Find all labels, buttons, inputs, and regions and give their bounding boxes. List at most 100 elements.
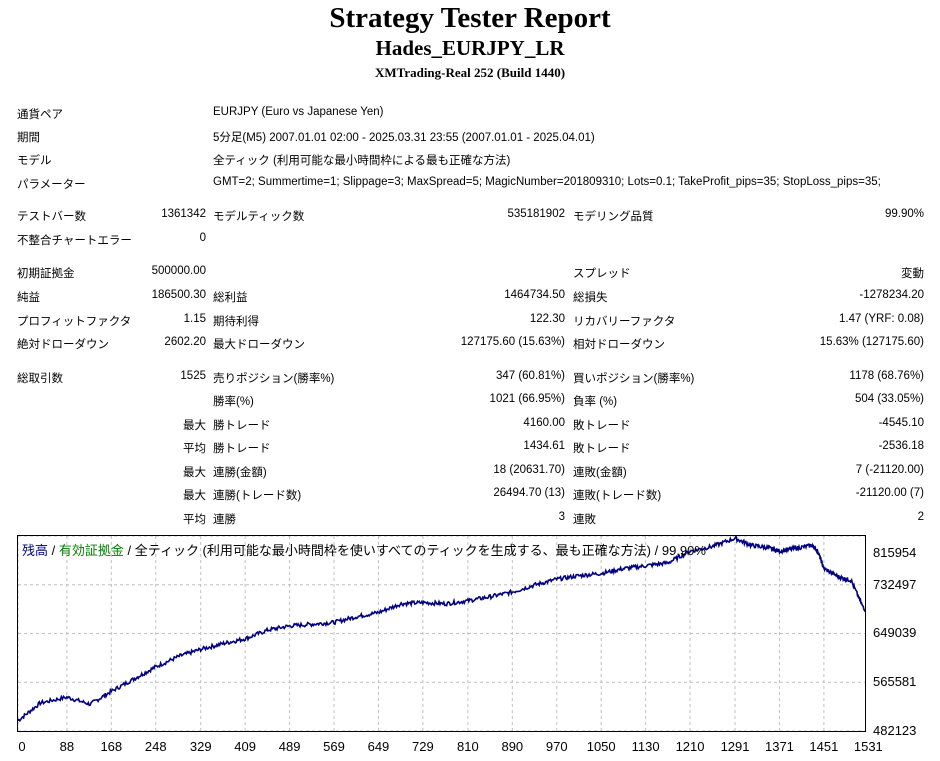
stats-row-mismatch: 不整合チャートエラー 0: [0, 229, 940, 249]
max-label: 最大: [183, 490, 206, 502]
avg-label: 平均: [183, 514, 206, 526]
stats-row-net: 純益 186500.30 総利益 1464734.50 総損失 -1278234…: [0, 286, 940, 306]
x-tick-label: 168: [100, 739, 123, 754]
stats-row-bars: テストバー数 1361342 モデルティック数 535181902 モデリング品…: [0, 205, 940, 225]
short-value: 347 (60.81%): [495, 370, 565, 382]
net-label: 純益: [17, 292, 40, 304]
params-label: パラメーター: [17, 179, 86, 191]
stats-row-deposit: 初期証拠金 500000.00 スプレッド 変動: [0, 262, 940, 282]
y-tick-label: 482123: [873, 723, 917, 738]
period-value: 5分足(M5) 2007.01.01 02:00 - 2025.03.31 23…: [213, 132, 595, 144]
trades-value: 1525: [180, 370, 206, 382]
gross-profit-value: 1464734.50: [504, 289, 565, 301]
pair-value: EURJPY (Euro vs Japanese Yen): [213, 106, 384, 118]
stats-row-cons-amt: 最大 連勝(金額) 18 (20631.70) 連敗(金額) 7 (-21120…: [0, 461, 940, 481]
info-row-pair: 通貨ペア EURJPY (Euro vs Japanese Yen): [0, 103, 940, 123]
payoff-label: 期待利得: [213, 316, 259, 328]
rel-dd-label: 相対ドローダウン: [573, 339, 665, 351]
rf-label: リカバリーファクタ: [573, 316, 676, 328]
cons-loss-cnt-label: 連敗(トレード数): [573, 490, 662, 502]
max-label: 最大: [183, 467, 206, 479]
max-dd-value: 127175.60 (15.63%): [460, 336, 565, 348]
legend-equity: 有効証拠金: [58, 543, 124, 558]
stats-row-cons-cnt: 最大 連勝(トレード数) 26494.70 (13) 連敗(トレード数) -21…: [0, 484, 940, 504]
y-tick-label: 565581: [873, 674, 917, 690]
x-tick-label: 890: [501, 739, 524, 754]
report-title: Strategy Tester Report: [329, 2, 611, 34]
trades-label: 総取引数: [17, 373, 63, 385]
rf-value: 1.47 (YRF: 0.08): [838, 313, 924, 325]
balance-chart: [17, 535, 869, 732]
loss-pct-value: 504 (33.05%): [854, 393, 924, 405]
x-tick-label: 569: [323, 739, 345, 754]
ticks-label: モデルティック数: [213, 211, 305, 223]
cons-win-amt-label: 連勝(金額): [213, 467, 267, 479]
stats-row-avg-trade: 平均 勝トレード 1434.61 敗トレード -2536.18: [0, 437, 940, 457]
period-label: 期間: [17, 132, 40, 144]
x-tick-label: 329: [189, 739, 212, 754]
cons-win-cnt-label: 連勝(トレード数): [213, 490, 302, 502]
bars-label: テストバー数: [17, 211, 86, 223]
pf-label: プロフィットファクタ: [17, 316, 132, 328]
quality-label: モデリング品質: [573, 211, 654, 223]
avg-label: 平均: [183, 443, 206, 455]
chart-plot: [17, 535, 869, 732]
abs-dd-label: 絶対ドローダウン: [17, 339, 109, 351]
legend-balance: 残高: [22, 543, 49, 558]
legend-model: 全ティック (利用可能な最小時間枠を使いすべてのティックを生成する、最も正確な方…: [134, 543, 706, 558]
spread-label: スプレッド: [573, 268, 631, 280]
short-label: 売りポジション(勝率%): [213, 373, 335, 385]
gross-loss-value: -1278234.20: [859, 289, 924, 301]
y-tick-label: 732497: [873, 576, 917, 592]
x-tick-label: 1050: [586, 739, 616, 754]
avg-loss-value: -2536.18: [878, 440, 924, 452]
x-tick-label: 810: [457, 739, 479, 754]
rel-dd-value: 15.63% (127175.60): [819, 336, 924, 348]
max-loss-value: -4545.10: [878, 417, 924, 429]
x-tick-label: 1451: [809, 739, 839, 754]
x-tick-label: 649: [367, 739, 390, 754]
y-tick-label: 815954: [873, 545, 917, 560]
x-tick-label: 1531: [853, 739, 883, 754]
cons-loss-amt-label: 連敗(金額): [573, 467, 627, 479]
x-tick-label: 970: [545, 739, 568, 754]
spread-value: 変動: [901, 268, 924, 280]
win-pct-value: 1021 (66.95%): [489, 393, 565, 405]
x-tick-label: 1291: [720, 739, 750, 754]
max-label: 最大: [183, 420, 206, 432]
avg-cons-loss-value: 2: [917, 511, 924, 523]
x-tick-label: 1371: [764, 739, 794, 754]
x-tick-label: 1210: [675, 739, 705, 754]
cons-win-amt-value: 18 (20631.70): [493, 464, 565, 476]
payoff-value: 122.30: [529, 313, 565, 325]
stats-row-pf: プロフィットファクタ 1.15 期待利得 122.30 リカバリーファクタ 1.…: [0, 310, 940, 330]
mismatch-label: 不整合チャートエラー: [17, 235, 132, 247]
server-info: XMTrading-Real 252 (Build 1440): [374, 65, 566, 80]
abs-dd-value: 2602.20: [164, 336, 206, 348]
x-tick-label: 248: [144, 739, 167, 754]
avg-cons-win-label: 連勝: [213, 514, 236, 526]
ea-name: Hades_EURJPY_LR: [375, 36, 565, 60]
info-row-model: モデル 全ティック (利用可能な最小時間枠による最も正確な方法): [0, 149, 940, 169]
pf-value: 1.15: [183, 313, 206, 325]
stats-row-winrate: 勝率(%) 1021 (66.95%) 負率 (%) 504 (33.05%): [0, 390, 940, 410]
deposit-label: 初期証拠金: [17, 268, 75, 280]
loss-trade-label: 敗トレード: [573, 443, 631, 455]
long-value: 1178 (68.76%): [849, 370, 924, 382]
y-tick-label: 649039: [873, 625, 917, 641]
bars-value: 1361342: [161, 208, 206, 220]
stats-row-trades: 総取引数 1525 売りポジション(勝率%) 347 (60.81%) 買いポジ…: [0, 367, 940, 387]
win-trade-label: 勝トレード: [213, 443, 271, 455]
gross-loss-label: 総損失: [573, 292, 608, 304]
info-row-period: 期間 5分足(M5) 2007.01.01 02:00 - 2025.03.31…: [0, 126, 940, 146]
net-value: 186500.30: [151, 289, 206, 301]
loss-pct-label: 負率 (%): [573, 396, 618, 408]
win-pct-label: 勝率(%): [213, 396, 254, 408]
cons-loss-cnt-value: -21120.00 (7): [855, 487, 924, 499]
mismatch-value: 0: [199, 232, 206, 244]
avg-cons-loss-label: 連敗: [573, 514, 596, 526]
max-dd-label: 最大ドローダウン: [213, 339, 305, 351]
x-tick-label: 409: [234, 739, 257, 754]
cons-win-cnt-value: 26494.70 (13): [493, 487, 565, 499]
legend-sep: /: [123, 543, 135, 558]
